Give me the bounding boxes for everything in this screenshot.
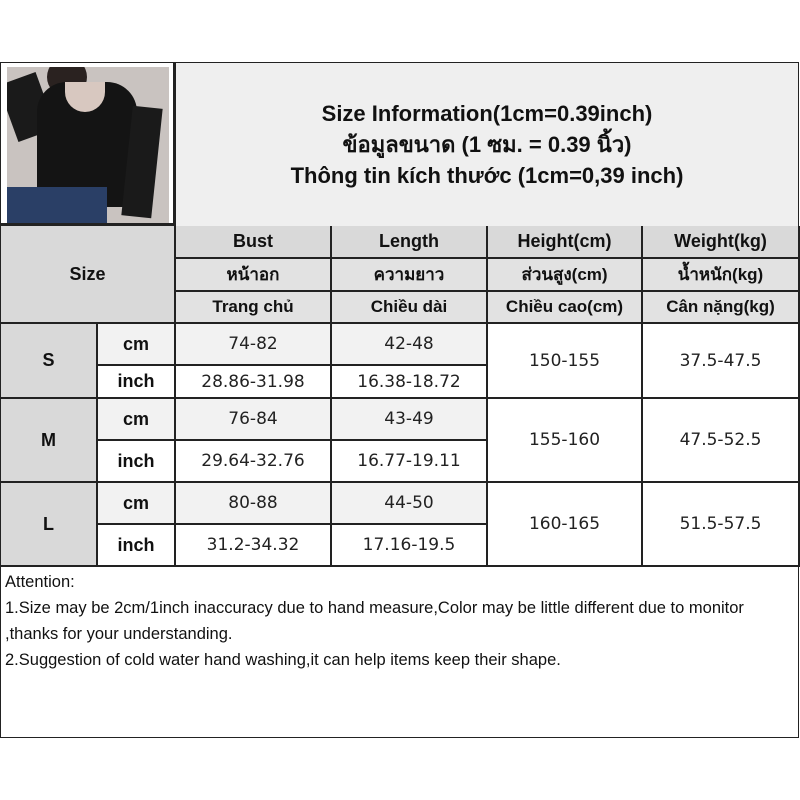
height-range: 150-155 <box>488 324 643 399</box>
attention-heading: Attention: <box>5 573 75 591</box>
length-cm: 42-48 <box>332 324 488 366</box>
length-inch: 16.77-19.11 <box>332 441 488 483</box>
length-cm: 44-50 <box>332 483 488 525</box>
length-inch: 16.38-18.72 <box>332 366 488 399</box>
bust-cm: 80-88 <box>176 483 332 525</box>
column-header-vi: Trang chủ <box>176 292 332 324</box>
column-header-en: Height(cm) <box>488 226 643 259</box>
size-label: M <box>1 399 98 483</box>
column-header-th: น้ำหนัก(kg) <box>643 259 800 292</box>
size-label: L <box>1 483 98 567</box>
weight-range: 37.5-47.5 <box>643 324 800 399</box>
column-header-th: ความยาว <box>332 259 488 292</box>
column-header-vi: Cân nặng(kg) <box>643 292 800 324</box>
column-header-vi: Chiều dài <box>332 292 488 324</box>
size-label: S <box>1 324 98 399</box>
chart-title: Size Information(1cm=0.39inch) ข้อมูลขนา… <box>176 63 798 229</box>
bust-inch: 28.86-31.98 <box>176 366 332 399</box>
title-thai: ข้อมูลขนาด (1 ซม. = 0.39 นิ้ว) <box>342 132 632 157</box>
column-header-th: ส่วนสูง(cm) <box>488 259 643 292</box>
height-range: 160-165 <box>488 483 643 567</box>
size-chart: Size Information(1cm=0.39inch) ข้อมูลขนา… <box>0 62 800 738</box>
bust-cm: 76-84 <box>176 399 332 441</box>
attention-note-1: 1.Size may be 2cm/1inch inaccuracy due t… <box>5 599 744 643</box>
title-vietnamese: Thông tin kích thước (1cm=0,39 inch) <box>290 163 684 188</box>
unit-inch: inch <box>98 441 176 483</box>
attention-notes: Attention: 1.Size may be 2cm/1inch inacc… <box>1 567 798 737</box>
bust-cm: 74-82 <box>176 324 332 366</box>
weight-range: 47.5-52.5 <box>643 399 800 483</box>
size-header: Size <box>1 226 176 324</box>
column-header-en: Weight(kg) <box>643 226 800 259</box>
column-header-en: Bust <box>176 226 332 259</box>
unit-cm: cm <box>98 399 176 441</box>
unit-cm: cm <box>98 324 176 366</box>
attention-note-2: 2.Suggestion of cold water hand washing,… <box>5 651 561 669</box>
unit-inch: inch <box>98 366 176 399</box>
bust-inch: 31.2-34.32 <box>176 525 332 567</box>
length-cm: 43-49 <box>332 399 488 441</box>
unit-inch: inch <box>98 525 176 567</box>
column-header-th: หน้าอก <box>176 259 332 292</box>
length-inch: 17.16-19.5 <box>332 525 488 567</box>
column-header-vi: Chiều cao(cm) <box>488 292 643 324</box>
weight-range: 51.5-57.5 <box>643 483 800 567</box>
unit-cm: cm <box>98 483 176 525</box>
height-range: 155-160 <box>488 399 643 483</box>
column-header-en: Length <box>332 226 488 259</box>
bust-inch: 29.64-32.76 <box>176 441 332 483</box>
product-photo <box>1 63 176 226</box>
title-english: Size Information(1cm=0.39inch) <box>321 101 653 126</box>
